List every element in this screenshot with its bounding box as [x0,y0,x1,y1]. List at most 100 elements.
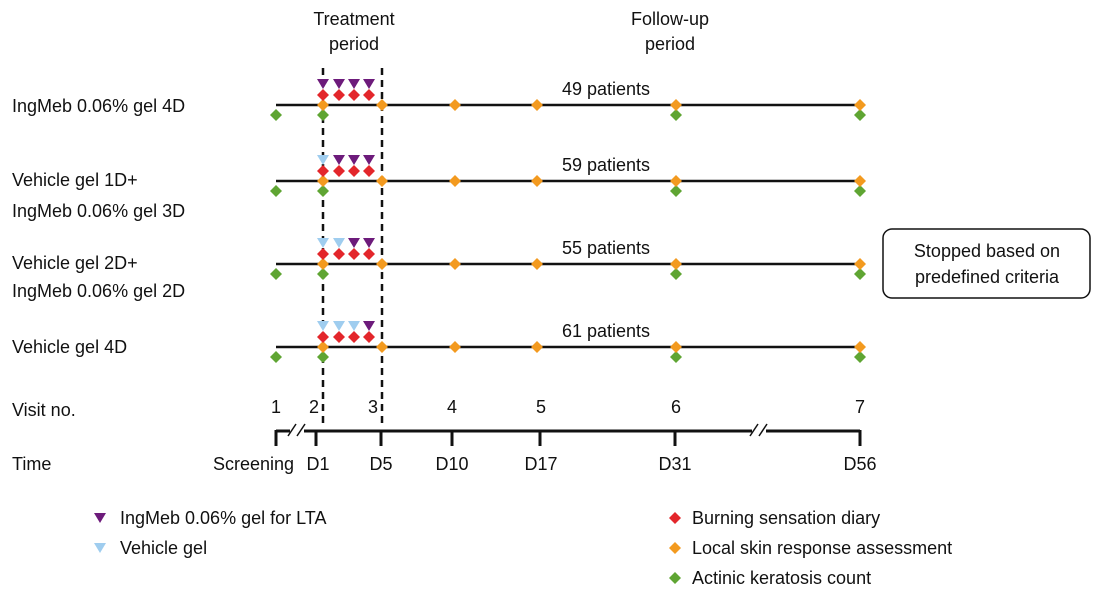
visit-number: 7 [855,397,865,417]
burning-diary-marker [363,331,375,343]
time-label: D10 [435,454,468,474]
ak-count-marker [854,109,866,121]
visit-number: 4 [447,397,457,417]
visit-number: 5 [536,397,546,417]
axis-break [752,420,766,440]
lsr-marker [531,341,543,353]
visit-number: 1 [271,397,281,417]
arm-label: IngMeb 0.06% gel 4D [12,96,185,116]
burning-diary-marker [317,165,329,177]
lsr-marker [854,175,866,187]
axis-break-mark [758,423,768,437]
visit-number: 3 [368,397,378,417]
ak-count-marker [270,185,282,197]
header: Follow-up [631,9,709,29]
lsr-marker [670,99,682,111]
lsr-marker [449,99,461,111]
time-label: D1 [306,454,329,474]
patient-count: 61 patients [562,321,650,341]
burning-diary-marker [348,331,360,343]
lsr-marker [376,341,388,353]
burning-diary-marker [348,248,360,260]
ak-count-marker [270,109,282,121]
lsr-marker [854,99,866,111]
legend-symbol [669,542,681,554]
burning-diary-marker [333,165,345,177]
legend-symbol [669,572,681,584]
burning-diary-marker [317,331,329,343]
lsr-marker [317,175,329,187]
burning-diary-marker [363,248,375,260]
time-label: D17 [524,454,557,474]
patient-count: 49 patients [562,79,650,99]
visit-number: 6 [671,397,681,417]
lsr-marker [854,341,866,353]
ak-count-marker [270,351,282,363]
application-marker [363,238,375,248]
note-box [882,228,1091,299]
ak-count-marker [854,185,866,197]
row-label: Time [12,454,51,474]
lsr-marker [376,258,388,270]
header: period [645,34,695,54]
ak-count-marker [317,109,329,121]
burning-diary-marker [348,89,360,101]
ak-count-marker [670,185,682,197]
application-marker [317,155,329,165]
burning-diary-marker [348,165,360,177]
ak-count-marker [270,268,282,280]
lsr-marker [531,175,543,187]
application-marker [333,79,345,89]
lsr-marker [670,175,682,187]
ak-count-marker [670,109,682,121]
application-marker [363,321,375,331]
axis-break-mark [749,423,759,437]
lsr-marker [376,175,388,187]
lsr-marker [317,258,329,270]
legend-symbol [669,512,681,524]
arm-label: Vehicle gel 2D+ [12,253,138,273]
ak-count-marker [317,268,329,280]
time-label: D56 [843,454,876,474]
legend-label: Burning sensation diary [692,508,880,528]
legend-label: Local skin response assessment [692,538,952,558]
legend-label: IngMeb 0.06% gel for LTA [120,508,326,528]
arm-label: Vehicle gel 1D+ [12,170,138,190]
application-marker [363,155,375,165]
row-label: Visit no. [12,400,76,420]
ak-count-marker [317,185,329,197]
burning-diary-marker [317,248,329,260]
application-marker [333,321,345,331]
axis-break-mark [287,423,297,437]
ak-count-marker [670,351,682,363]
axis-break-mark [296,423,306,437]
header: Treatment [313,9,394,29]
application-marker [333,155,345,165]
lsr-marker [854,258,866,270]
note-text: Stopped based on [914,241,1060,261]
lsr-marker [670,341,682,353]
time-label: D5 [369,454,392,474]
application-marker [333,238,345,248]
application-marker [348,321,360,331]
burning-diary-marker [363,165,375,177]
burning-diary-marker [317,89,329,101]
application-marker [317,79,329,89]
application-marker [348,79,360,89]
ak-count-marker [670,268,682,280]
burning-diary-marker [333,331,345,343]
ak-count-marker [854,351,866,363]
axis-break [290,420,304,440]
legend-symbol [94,513,106,523]
note-text: predefined criteria [915,267,1060,287]
application-marker [363,79,375,89]
time-label: D31 [658,454,691,474]
application-marker [348,155,360,165]
application-marker [348,238,360,248]
burning-diary-marker [333,89,345,101]
legend-label: Actinic keratosis count [692,568,871,588]
lsr-marker [449,175,461,187]
application-marker [317,238,329,248]
lsr-marker [449,341,461,353]
